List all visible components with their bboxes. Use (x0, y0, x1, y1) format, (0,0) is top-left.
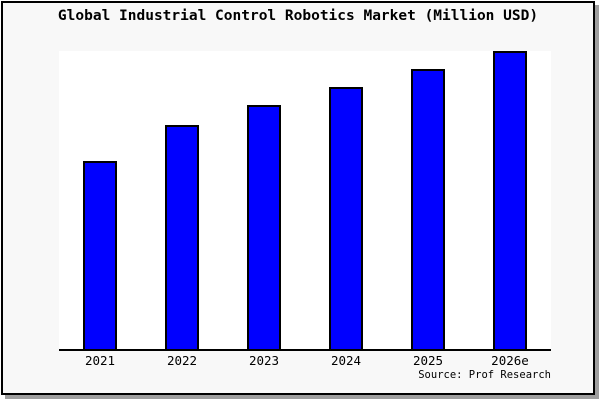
chart-title: Global Industrial Control Robotics Marke… (57, 8, 539, 24)
bar-cell (305, 51, 387, 349)
bar-2026e (493, 51, 527, 349)
x-tick-label-2024: 2024 (330, 353, 362, 368)
bar-2022 (165, 125, 199, 349)
x-tick-label-2026e: 2026e (491, 353, 529, 368)
bar-2024 (329, 87, 363, 349)
chart-frame: Global Industrial Control Robotics Marke… (1, 1, 595, 395)
bar-cell (59, 51, 141, 349)
bar-cell (141, 51, 223, 349)
bar-cell (223, 51, 305, 349)
source-credit: Source: Prof Research (418, 369, 551, 381)
x-tick-label-2021: 2021 (84, 353, 116, 368)
bar-2025 (411, 69, 445, 349)
x-axis-labels: 2021 2022 2023 2024 2025 2026e (59, 354, 551, 368)
x-tick-label-2023: 2023 (248, 353, 280, 368)
x-tick-label-2022: 2022 (166, 353, 198, 368)
x-tick-label-2025: 2025 (412, 353, 444, 368)
plot-area (59, 51, 551, 349)
bar-cell (387, 51, 469, 349)
x-axis-line (59, 349, 551, 351)
bar-cell (469, 51, 551, 349)
bar-2023 (247, 105, 281, 349)
bar-2021 (83, 161, 117, 349)
